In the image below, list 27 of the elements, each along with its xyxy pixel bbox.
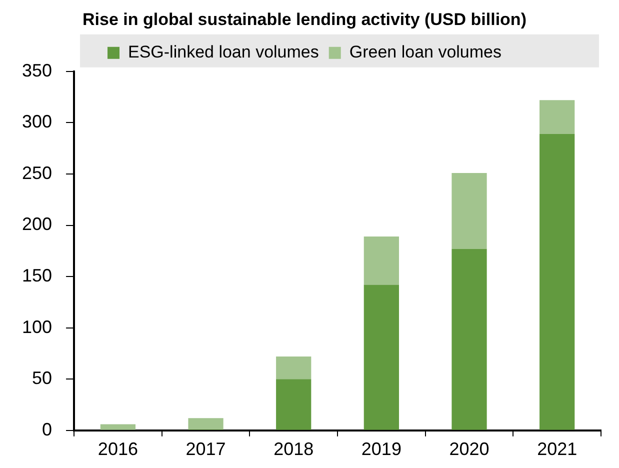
bar <box>452 248 487 430</box>
y-tick-label: 0 <box>42 419 52 440</box>
bar <box>540 134 575 430</box>
bar <box>364 284 399 430</box>
y-tick-label: 300 <box>22 112 52 132</box>
x-tick-label: 2021 <box>537 439 578 460</box>
bar <box>540 100 575 134</box>
x-tick-label: 2020 <box>449 439 490 460</box>
x-tick-label: 2016 <box>98 439 138 460</box>
bar <box>364 236 399 285</box>
legend-label: Green loan volumes <box>349 42 502 62</box>
bar <box>452 172 487 249</box>
bar <box>276 356 312 380</box>
x-tick-label: 2019 <box>361 439 402 460</box>
legend-label: ESG-linked loan volumes <box>128 42 319 62</box>
bar <box>100 424 136 430</box>
y-tick-label: 250 <box>22 162 52 183</box>
chart-title: Rise in global sustainable lending activity (USD billion) <box>82 10 526 29</box>
y-tick-label: 100 <box>22 316 52 337</box>
y-tick-label: 200 <box>22 214 52 234</box>
y-tick-label: 50 <box>32 368 52 388</box>
x-tick-label: 2017 <box>186 439 226 460</box>
y-tick-label: 150 <box>22 266 52 286</box>
y-tick-label: 350 <box>22 60 52 80</box>
x-tick-label: 2018 <box>274 439 314 460</box>
bar <box>188 418 224 430</box>
bar <box>276 379 312 430</box>
